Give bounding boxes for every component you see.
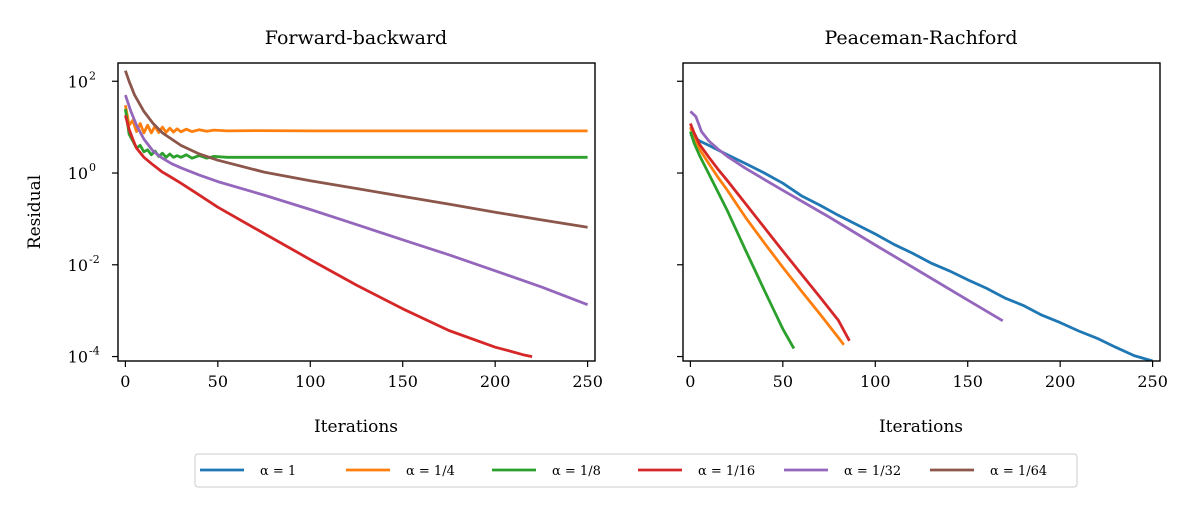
series-line-1-64	[124, 70, 588, 229]
series-line-1-8	[689, 131, 796, 350]
legend-label: α = 1/8	[552, 464, 601, 479]
series-line-1-16	[124, 115, 533, 358]
legend-label: α = 1/4	[406, 464, 455, 479]
x-tick-label: 50	[773, 372, 793, 391]
x-tick-label: 150	[387, 372, 418, 391]
y-tick-label: 10	[68, 348, 88, 367]
x-axis-label-peaceman-rachford: Iterations	[879, 417, 963, 437]
axes-frame-forward-backward	[117, 62, 596, 362]
y-tick-exponent: 2	[89, 69, 96, 82]
x-tick-label: 50	[208, 372, 228, 391]
legend: α = 1 α = 1/4 α = 1/8 α = 1/16 α = 1/32 α = 1…	[194, 453, 1078, 488]
y-tick-label: 10	[68, 164, 88, 183]
panel-peaceman-rachford: Peaceman-Rachford Iterations 0 50 100 150 20…	[677, 27, 1168, 437]
series-line-1-32	[124, 94, 589, 307]
axes-frame-peaceman-rachford	[682, 62, 1161, 362]
panel-title-forward-backward: Forward-backward	[265, 27, 447, 49]
x-tick-label: 0	[120, 372, 130, 391]
y-tick-exponent: 0	[89, 161, 96, 174]
x-axis-label-forward-backward: Iterations	[314, 417, 398, 437]
legend-label: α = 1/32	[844, 464, 901, 479]
x-tick-label: 250	[1137, 372, 1168, 391]
x-tick-label: 100	[860, 372, 891, 391]
panel-forward-backward: Forward-backward Iterations Residual 0 50…	[25, 27, 603, 437]
x-tick-label: 250	[572, 372, 603, 391]
panel-title-peaceman-rachford: Peaceman-Rachford	[824, 27, 1017, 49]
plot-area-peaceman-rachford: 0 50 100 150 200 250	[677, 80, 1168, 391]
series-line-1-4	[689, 126, 845, 346]
series-line-1-8	[124, 108, 588, 160]
x-tick-label: 150	[952, 372, 983, 391]
y-tick-exponent: -2	[89, 253, 100, 266]
legend-label: α = 1/64	[990, 464, 1047, 479]
legend-label: α = 1/16	[698, 464, 755, 479]
series-line-1-32	[689, 110, 1004, 323]
y-tick-exponent: -4	[89, 345, 100, 358]
series-line-1-4	[124, 104, 588, 135]
y-tick-label: 10	[68, 72, 88, 91]
x-tick-label: 200	[1045, 372, 1076, 391]
legend-frame	[194, 453, 1078, 488]
x-tick-label: 0	[685, 372, 695, 391]
y-tick-label: 10	[68, 256, 88, 275]
x-tick-label: 100	[295, 372, 326, 391]
series-line-1	[689, 133, 1153, 361]
x-tick-label: 200	[480, 372, 511, 391]
legend-label: α = 1	[260, 464, 296, 479]
series-line-1-16	[689, 122, 851, 342]
y-axis-label: Residual	[25, 175, 45, 249]
